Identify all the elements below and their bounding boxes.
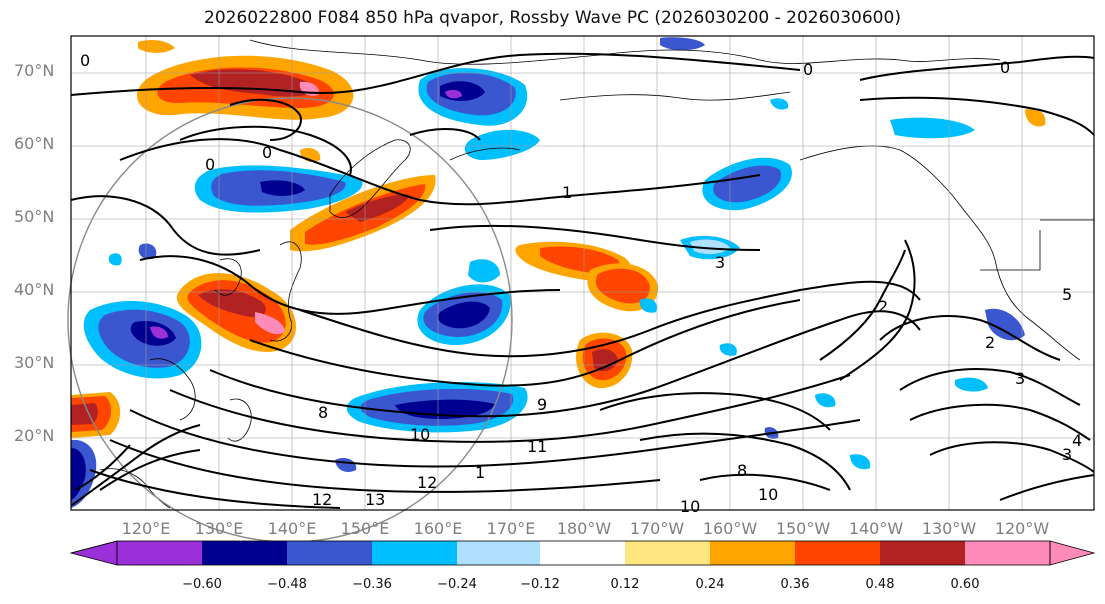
qvapor-shading (71, 37, 1046, 508)
chart-title: 2026022800 F084 850 hPa qvapor, Rossby W… (204, 8, 901, 28)
graticule (71, 36, 1094, 510)
contour-label: 0 (262, 143, 272, 162)
pc-contours (70, 52, 1095, 509)
contour-label: 9 (537, 395, 547, 414)
colorbar-bin (372, 541, 457, 565)
lat-tick-label: 70°N (14, 61, 55, 80)
map-frame (70, 35, 1095, 511)
contour-label: 13 (365, 490, 385, 509)
colorbar-tick-label: 0.12 (610, 577, 640, 592)
lon-tick-label: 170°E (486, 519, 536, 538)
lon-tick-label: 160°E (413, 519, 463, 538)
colorbar-bin (540, 541, 625, 565)
colorbar-bin (457, 541, 540, 565)
contour-label: 12 (417, 473, 437, 492)
lat-tick-label: 50°N (14, 207, 55, 226)
colorbar-tick-label: −0.60 (182, 577, 222, 592)
lon-tick-label: 130°W (921, 519, 977, 538)
contour-label: 0 (1000, 58, 1010, 77)
colorbar-tick-label: 0.48 (865, 577, 895, 592)
contour-label: 3 (715, 253, 725, 272)
contour-label: 2 (985, 333, 995, 352)
contour-label: 0 (80, 51, 90, 70)
contour-label: 1 (562, 183, 572, 202)
colorbar-tick-label: −0.12 (520, 577, 560, 592)
colorbar-tick-label: −0.24 (437, 577, 477, 592)
lon-tick-label: 120°E (121, 519, 171, 538)
colorbar-tick-label: 0.36 (780, 577, 810, 592)
contour-label: 4 (1072, 431, 1082, 450)
colorbar-bin (287, 541, 372, 565)
colorbar-bin (880, 541, 965, 565)
lon-tick-label: 140°E (267, 519, 317, 538)
colorbar-tick-label: −0.36 (352, 577, 392, 592)
colorbar-bin (795, 541, 880, 565)
lon-tick-label: 150°E (340, 519, 390, 538)
contour-label: 0 (205, 155, 215, 174)
contour-label: 10 (758, 485, 778, 504)
lat-tick-label: 30°N (14, 353, 55, 372)
lat-tick-label: 20°N (14, 426, 55, 445)
contour-label: 3 (1015, 369, 1025, 388)
colorbar-bin (625, 541, 710, 565)
contour-label: 11 (527, 437, 547, 456)
colorbar-tick-label: 0.24 (695, 577, 725, 592)
colorbar-bin (202, 541, 287, 565)
contour-label: 0 (803, 60, 813, 79)
colorbar-tick-label: 0.60 (950, 577, 980, 592)
colorbar-bin (965, 541, 1050, 565)
contour-label: 5 (1062, 285, 1072, 304)
lat-tick-label: 60°N (14, 134, 55, 153)
lon-tick-label: 130°E (194, 519, 244, 538)
contour-label: 1 (475, 463, 485, 482)
colorbar-bin (710, 541, 795, 565)
colorbar-bin (1049, 540, 1096, 566)
colorbar-bin (117, 541, 202, 565)
lon-tick-label: 170°W (629, 519, 685, 538)
lon-tick-label: 160°W (702, 519, 758, 538)
contour-label: 3 (1062, 445, 1072, 464)
coastlines (99, 39, 1094, 509)
contour-label: 8 (737, 461, 747, 480)
contour-label: 12 (312, 490, 332, 509)
colorbar-tick-label: −0.48 (267, 577, 307, 592)
colorbar (69, 540, 1096, 566)
contour-label: 10 (680, 497, 700, 516)
lon-tick-label: 180°W (556, 519, 612, 538)
colorbar-bin (69, 540, 118, 566)
contour-label: 8 (318, 403, 328, 422)
lat-tick-label: 40°N (14, 280, 55, 299)
lon-tick-label: 140°W (848, 519, 904, 538)
lon-tick-label: 120°W (994, 519, 1050, 538)
contour-label: 2 (878, 297, 888, 316)
contour-label: 10 (410, 425, 430, 444)
colorbar-outline (116, 540, 1051, 566)
lon-tick-label: 150°W (775, 519, 831, 538)
contour-labels: 0 0 0 0 0 1 1 2 2 3 3 3 4 5 8 8 9 10 10 … (80, 51, 1082, 516)
